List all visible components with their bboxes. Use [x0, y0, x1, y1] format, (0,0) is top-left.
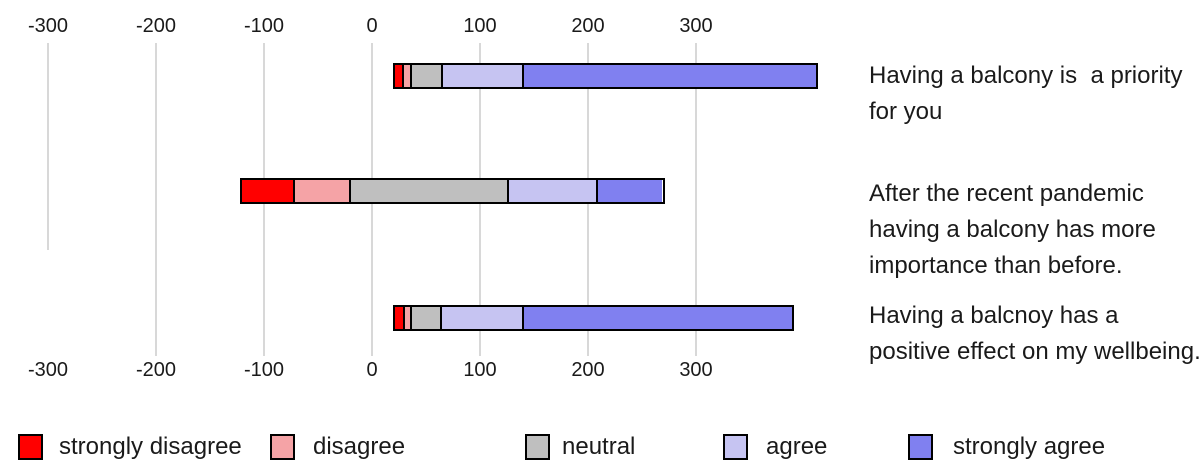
bar-segment-strongly-disagree	[394, 65, 403, 87]
gridline-300	[695, 43, 697, 356]
axis-tick-label-bottom--200: -200	[135, 359, 177, 381]
bar-row-3	[392, 305, 795, 331]
axis-tick-label-top--300: -300	[27, 15, 69, 37]
gridline--200	[155, 43, 157, 356]
bar-segment-disagree	[403, 307, 410, 329]
axis-tick-label-bottom--300: -300	[27, 359, 69, 381]
bar-segment-strongly-agree	[522, 307, 793, 329]
gridline--300	[47, 43, 49, 250]
axis-tick-label-bottom-100: 100	[463, 359, 497, 381]
bar-segment-strongly-disagree	[394, 307, 404, 329]
axis-tick-label-top-0: 0	[366, 15, 378, 37]
axis-tick-label-top-200: 200	[571, 15, 605, 37]
bar-segment-neutral	[409, 65, 442, 87]
row-label-3: Having a balcnoy has a positive effect o…	[869, 302, 1200, 365]
bar-segment-agree	[506, 180, 596, 202]
bar-segment-disagree	[402, 65, 410, 87]
legend-label-agree: agree	[766, 433, 828, 460]
row-label-1: Having a balcony is a priority for you	[869, 62, 1190, 125]
axis-tick-label-top-300: 300	[679, 15, 713, 37]
bar-segment-disagree	[293, 180, 350, 202]
legend-swatch-disagree	[270, 434, 295, 460]
bar-row-2	[240, 178, 665, 204]
axis-tick-label-top--100: -100	[243, 15, 285, 37]
axis-tick-label-top--200: -200	[135, 15, 177, 37]
axis-tick-label-top-100: 100	[463, 15, 497, 37]
legend-swatch-neutral	[525, 434, 550, 460]
axis-tick-label-bottom-300: 300	[679, 359, 713, 381]
bar-segment-agree	[441, 65, 523, 87]
bar-segment-strongly-agree	[595, 180, 663, 202]
legend-swatch-strongly-disagree	[18, 434, 43, 460]
axis-tick-label-bottom-200: 200	[571, 359, 605, 381]
row-label-2: After the recent pandemic having a balco…	[869, 180, 1163, 279]
axis-tick-label-bottom--100: -100	[243, 359, 285, 381]
legend-label-disagree: disagree	[313, 433, 406, 460]
legend-label-neutral: neutral	[562, 433, 636, 460]
bar-segment-agree	[440, 307, 523, 329]
legend-label-strongly-disagree: strongly disagree	[59, 433, 242, 460]
bar-segment-neutral	[409, 307, 440, 329]
bar-segment-strongly-agree	[522, 65, 816, 87]
bar-row-1	[392, 63, 818, 89]
bar-segment-neutral	[349, 180, 507, 202]
bar-segment-strongly-disagree	[242, 180, 294, 202]
axis-tick-label-bottom-0: 0	[366, 359, 378, 381]
legend-swatch-strongly-agree	[908, 434, 933, 460]
legend-swatch-agree	[723, 434, 748, 460]
legend-label-strongly-agree: strongly agree	[953, 433, 1106, 460]
